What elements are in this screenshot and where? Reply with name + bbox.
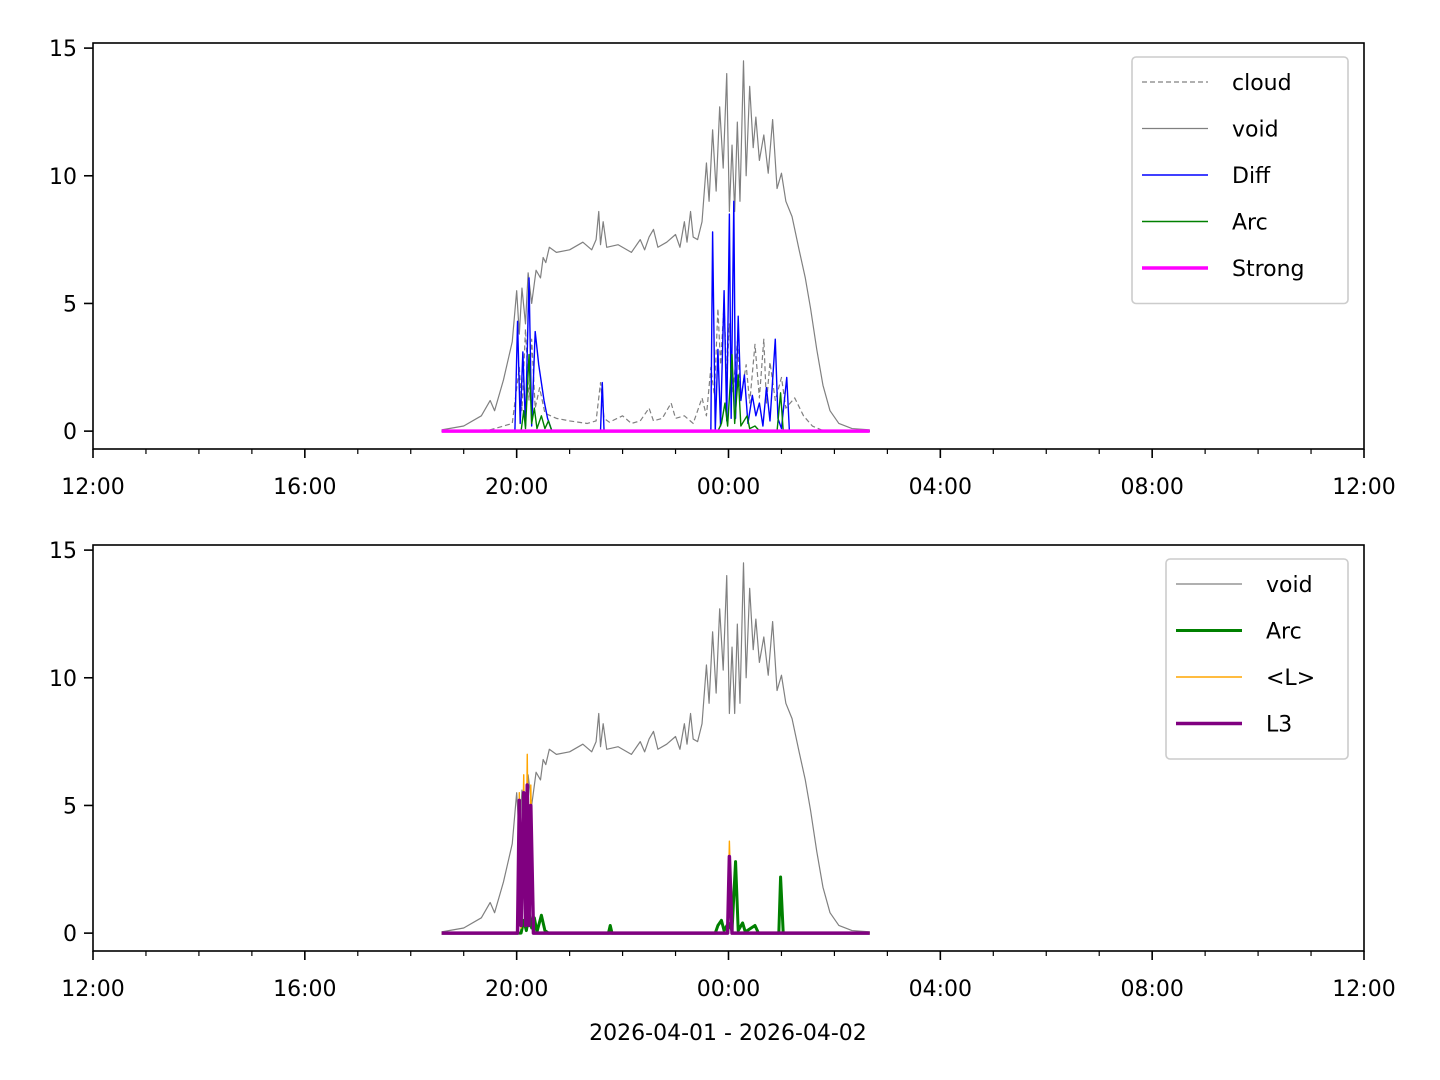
legend-label: Arc: [1232, 211, 1268, 236]
x-tick-label: 04:00: [909, 475, 972, 500]
x-tick-label: 16:00: [273, 475, 336, 500]
y-tick-label: 0: [63, 420, 77, 445]
x-tick-label: 04:00: [909, 977, 972, 1002]
x-tick-label: 12:00: [1332, 977, 1395, 1002]
series-line-diff: [441, 200, 870, 432]
legend-label: L3: [1266, 713, 1292, 738]
x-axis-label: 2026-04-01 - 2026-04-02: [589, 1021, 867, 1046]
legend-label: void: [1232, 118, 1279, 143]
y-tick-label: 10: [49, 667, 77, 692]
x-tick-label: 12:00: [61, 977, 124, 1002]
x-tick-label: 08:00: [1120, 977, 1183, 1002]
series-line-void: [441, 60, 870, 431]
series-line-arc: [441, 353, 870, 432]
y-tick-label: 15: [49, 539, 77, 564]
x-tick-label: 20:00: [485, 475, 548, 500]
legend-label: Strong: [1232, 257, 1305, 282]
legend: void Arc <L> L3: [1165, 558, 1349, 760]
x-tick-label: 12:00: [1332, 475, 1395, 500]
legend-label: void: [1266, 573, 1313, 598]
bottom-panel: 12:00 16:00 20:00 00:00 04:00 08:00 12:00 0 5 10 1…: [49, 539, 1396, 1002]
x-tick-label: 00:00: [697, 475, 760, 500]
x-tick-label: 12:00: [61, 475, 124, 500]
series-line-l3: [441, 783, 870, 935]
legend-label: cloud: [1232, 71, 1292, 96]
y-tick-label: 0: [63, 922, 77, 947]
y-tick-label: 5: [63, 794, 77, 819]
series-line-void: [441, 562, 870, 933]
legend: cloud void Diff Arc Strong: [1131, 56, 1349, 305]
y-tick-label: 5: [63, 292, 77, 317]
x-tick-label: 16:00: [273, 977, 336, 1002]
x-tick-label: 08:00: [1120, 475, 1183, 500]
legend-label: Diff: [1232, 164, 1271, 189]
x-tick-label: 20:00: [485, 977, 548, 1002]
top-panel: 12:00 16:00 20:00 00:00 04:00 08:00 12:00 0 5 10 1…: [49, 37, 1396, 500]
x-tick-label: 00:00: [697, 977, 760, 1002]
legend-box: [1131, 56, 1349, 305]
legend-label: <L>: [1266, 666, 1315, 691]
series-line-arc: [441, 860, 870, 935]
y-tick-label: 15: [49, 37, 77, 62]
legend-label: Arc: [1266, 620, 1302, 645]
y-tick-label: 10: [49, 165, 77, 190]
series-line-cloud: [441, 302, 870, 432]
legend-box: [1165, 558, 1349, 760]
